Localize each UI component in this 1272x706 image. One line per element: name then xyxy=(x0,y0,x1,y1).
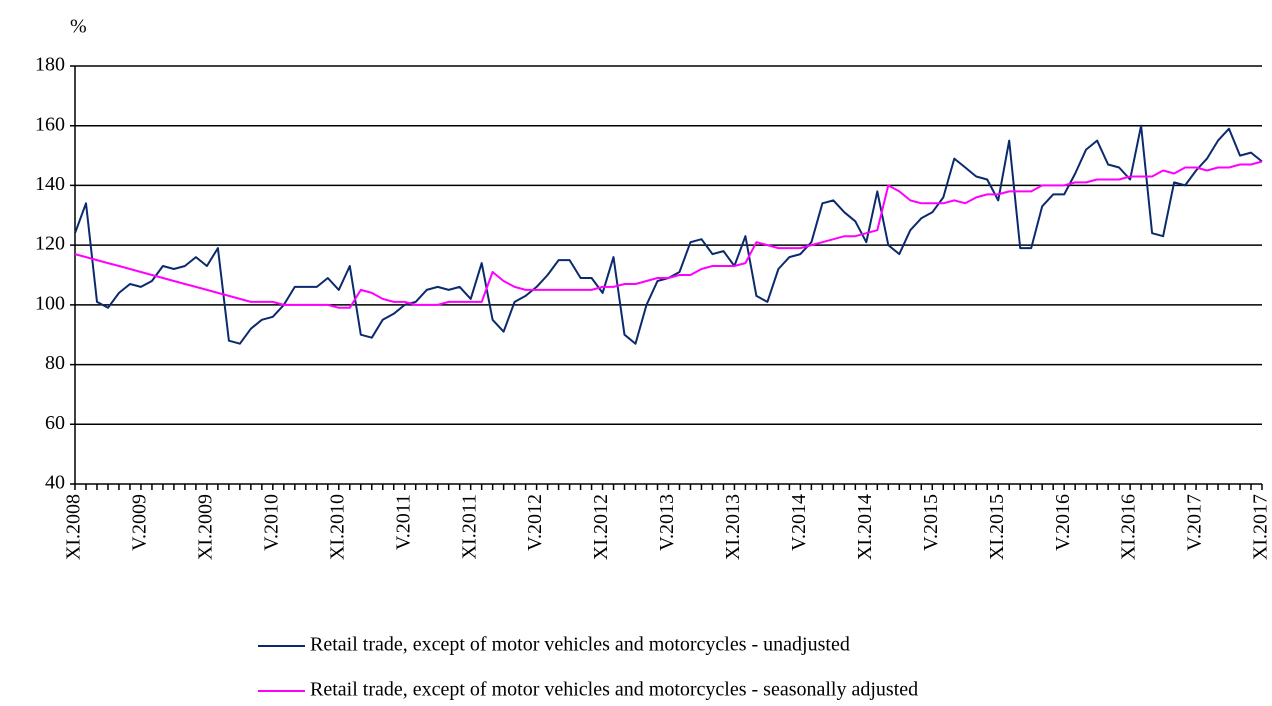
y-tick-label: 60 xyxy=(45,412,65,434)
x-tick-label: V.2012 xyxy=(524,494,546,551)
x-tick-label: XI.2009 xyxy=(194,494,216,560)
y-tick-label: 80 xyxy=(45,352,65,374)
x-tick-label: XI.2016 xyxy=(1118,494,1140,560)
x-tick-label: XI.2011 xyxy=(458,494,480,559)
x-tick-label: XI.2017 xyxy=(1250,494,1272,560)
x-tick-label: V.2014 xyxy=(788,494,810,551)
y-axis-unit: % xyxy=(70,16,87,38)
x-tick-label: V.2011 xyxy=(392,494,414,550)
x-tick-label: XI.2010 xyxy=(326,494,348,560)
x-tick-label: XI.2012 xyxy=(590,494,612,560)
y-tick-label: 40 xyxy=(45,472,65,494)
y-tick-label: 140 xyxy=(35,173,65,195)
legend-label: Retail trade, except of motor vehicles a… xyxy=(310,679,918,701)
x-tick-label: V.2017 xyxy=(1184,494,1206,551)
x-tick-label: XI.2013 xyxy=(722,494,744,560)
x-tick-label: XI.2008 xyxy=(63,494,85,560)
legend-label: Retail trade, except of motor vehicles a… xyxy=(310,634,850,656)
x-tick-label: V.2009 xyxy=(129,494,151,551)
x-tick-label: V.2015 xyxy=(920,494,942,551)
y-tick-label: 180 xyxy=(35,54,65,76)
data-line xyxy=(74,160,1263,309)
x-tick-label: V.2010 xyxy=(260,494,282,551)
x-tick-label: XI.2015 xyxy=(986,494,1008,560)
y-tick-label: 120 xyxy=(35,233,65,255)
x-tick-label: V.2016 xyxy=(1052,494,1074,551)
y-tick-label: 100 xyxy=(35,292,65,314)
y-tick-label: 160 xyxy=(35,113,65,135)
x-tick-label: XI.2014 xyxy=(854,494,876,560)
x-tick-label: V.2013 xyxy=(656,494,678,551)
data-line xyxy=(74,124,1263,345)
